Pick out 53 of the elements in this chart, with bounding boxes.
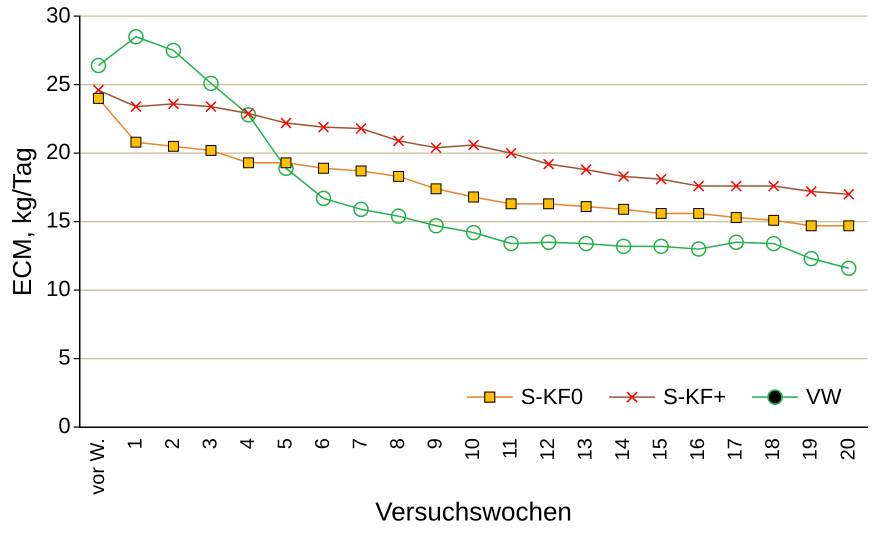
point bbox=[390, 208, 406, 224]
x-tick-label: 7 bbox=[350, 438, 372, 450]
legend-label: S-KF+ bbox=[663, 384, 726, 410]
point bbox=[540, 234, 556, 250]
x-tick-label: 13 bbox=[574, 438, 597, 460]
y-tick-label: 30 bbox=[46, 2, 71, 28]
x-tick-label: 16 bbox=[687, 438, 710, 460]
point bbox=[803, 250, 819, 266]
point bbox=[653, 238, 669, 254]
x-tick-label: 10 bbox=[462, 438, 484, 460]
point bbox=[766, 236, 782, 252]
y-tick-label: 10 bbox=[46, 276, 71, 302]
x-tick-label: 19 bbox=[800, 438, 822, 460]
point bbox=[503, 236, 519, 252]
x-tick-label: 11 bbox=[500, 438, 522, 459]
y-tick-label: 25 bbox=[46, 70, 71, 96]
point bbox=[578, 236, 594, 252]
point bbox=[90, 58, 106, 74]
y-tick-label: 0 bbox=[58, 413, 71, 438]
legend-label: S-KF0 bbox=[520, 384, 584, 410]
x-tick-label: 20 bbox=[837, 438, 860, 460]
x-axis-title: Versuchswochen bbox=[375, 496, 572, 527]
y-axis-title: ECM, kg/Tag bbox=[6, 147, 37, 296]
point bbox=[316, 190, 332, 206]
x-tick-label: 8 bbox=[387, 438, 410, 450]
x-tick-label: vor W. bbox=[86, 438, 109, 495]
legend-label: VW bbox=[806, 384, 842, 410]
x-tick-label: 2 bbox=[162, 438, 184, 450]
y-tick-label: 5 bbox=[58, 344, 71, 370]
point bbox=[240, 107, 256, 123]
x-tick-label: 4 bbox=[237, 438, 260, 450]
point bbox=[353, 202, 369, 218]
point bbox=[203, 76, 219, 92]
x-tick-label: 17 bbox=[724, 438, 747, 460]
x-tick-label: 14 bbox=[612, 438, 634, 460]
x-tick-label: 1 bbox=[124, 438, 146, 450]
point bbox=[166, 42, 182, 58]
point bbox=[728, 234, 744, 250]
point bbox=[840, 260, 856, 276]
point bbox=[428, 218, 444, 234]
point bbox=[616, 238, 632, 254]
point bbox=[128, 28, 144, 44]
x-tick-label: 15 bbox=[650, 438, 672, 460]
x-tick-label: 5 bbox=[274, 438, 297, 450]
point bbox=[466, 224, 482, 240]
y-tick-label: 15 bbox=[46, 208, 71, 233]
x-tick-label: 18 bbox=[762, 438, 784, 460]
x-tick-label: 3 bbox=[199, 438, 222, 450]
point bbox=[690, 241, 706, 257]
x-tick-label: 9 bbox=[424, 438, 447, 450]
x-tick-label: 12 bbox=[537, 438, 560, 460]
x-tick-label: 6 bbox=[312, 438, 334, 450]
y-tick-label: 20 bbox=[46, 139, 71, 164]
